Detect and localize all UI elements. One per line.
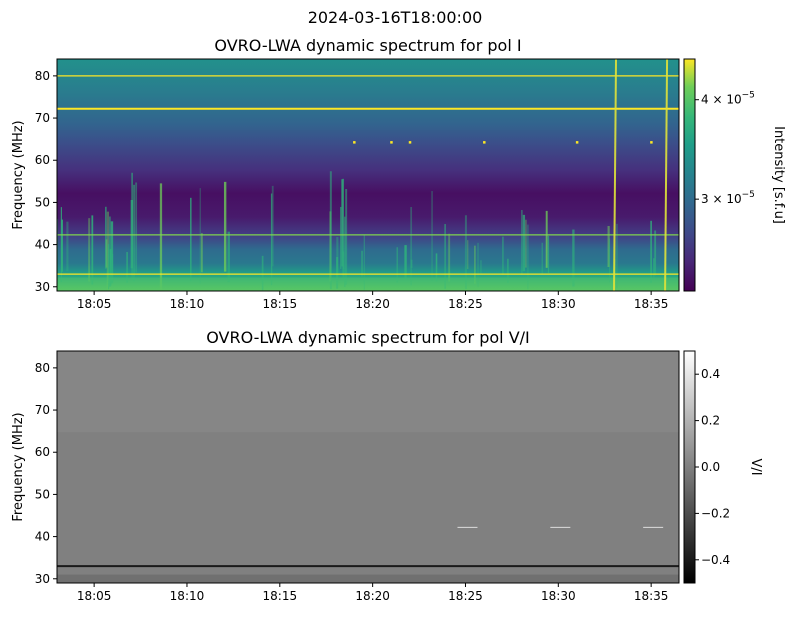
colorbar-tick-label: 0.0 — [701, 460, 720, 474]
x-tick-label: 18:25 — [448, 589, 483, 603]
vertical-burst — [664, 59, 669, 291]
x-tick-label: 18:15 — [263, 297, 298, 311]
upper-band-shade — [57, 351, 679, 433]
y-tick-label: 50 — [35, 195, 50, 209]
x-tick-label: 18:15 — [263, 589, 298, 603]
y-axis-label-vi: Frequency (MHz) — [11, 412, 26, 521]
colorbar-label-vi: V/I — [748, 458, 763, 475]
x-tick-label: 18:30 — [541, 297, 576, 311]
rfi-dot — [390, 141, 393, 144]
y-tick-label: 60 — [35, 445, 50, 459]
x-tick-label: 18:35 — [634, 589, 669, 603]
vertical-burst — [613, 59, 618, 291]
axes-vi: 18:05 18:10 18:15 18:20 18:25 18:30 18:35 30 40 5… — [35, 361, 669, 603]
colorbar-tick-label: 0.2 — [701, 414, 720, 428]
figure-suptitle: 2024-03-16T18:00:00 — [308, 8, 483, 27]
rfi-dot — [483, 141, 486, 144]
colorbar-label-i: Intensity [s.f.u] — [771, 126, 786, 224]
panel-title-pol-vi: OVRO-LWA dynamic spectrum for pol V/I — [206, 328, 530, 347]
dynamic-spectrum-vi — [57, 351, 679, 583]
panel-title-pol-i: OVRO-LWA dynamic spectrum for pol I — [214, 36, 521, 55]
colorbar-i — [683, 58, 696, 292]
axes-i: 18:05 18:10 18:15 18:20 18:25 18:30 18:35 30 40 5… — [35, 69, 669, 311]
colorbar-ticks-vi: 0.4 0.2 0.0 −0.2 −0.4 — [695, 367, 730, 567]
rfi-dot — [353, 141, 356, 144]
y-tick-label: 40 — [35, 530, 50, 544]
low-band-shade — [57, 574, 679, 583]
y-tick-label: 30 — [35, 280, 50, 294]
x-tick-label: 18:10 — [170, 297, 205, 311]
panel-pol-vi: OVRO-LWA dynamic spectrum for pol V/I 18… — [11, 328, 763, 603]
x-tick-label: 18:35 — [634, 297, 669, 311]
colorbar-tick-label: 3 × 10−5 — [701, 190, 755, 206]
spectrum-background — [57, 59, 679, 291]
y-tick-label: 40 — [35, 238, 50, 252]
x-tick-label: 18:20 — [355, 589, 390, 603]
y-tick-label: 60 — [35, 153, 50, 167]
low-band-enhancement — [57, 277, 679, 291]
x-tick-label: 18:10 — [170, 589, 205, 603]
y-tick-label: 50 — [35, 487, 50, 501]
dynamic-spectrum-i — [57, 59, 679, 291]
colorbar-tick-label: −0.2 — [701, 506, 730, 520]
x-tick-label: 18:05 — [77, 297, 112, 311]
y-tick-label: 70 — [35, 111, 50, 125]
y-axis-label-i: Frequency (MHz) — [11, 120, 26, 229]
colorbar-tick-label: 4 × 10−5 — [701, 91, 755, 107]
rfi-dot — [575, 141, 579, 144]
rfi-dot — [650, 141, 653, 144]
y-tick-label: 70 — [35, 403, 50, 417]
x-tick-label: 18:05 — [77, 589, 112, 603]
colorbar-tick-label: 0.4 — [701, 367, 720, 381]
y-tick-label: 30 — [35, 572, 50, 586]
y-tick-label: 80 — [35, 361, 50, 375]
x-tick-label: 18:30 — [541, 589, 576, 603]
x-tick-label: 18:25 — [448, 297, 483, 311]
y-tick-label: 80 — [35, 69, 50, 83]
colorbar-ticks-i: 4 × 10−5 3 × 10−5 — [695, 91, 755, 206]
colorbar-tick-label: −0.4 — [701, 553, 730, 567]
colorbar-vi — [683, 350, 696, 584]
plot-frame-vi — [56, 350, 680, 584]
panel-pol-i: OVRO-LWA dynamic spectrum for pol I 18:0… — [11, 36, 786, 311]
x-tick-label: 18:20 — [355, 297, 390, 311]
rfi-dot — [408, 141, 412, 144]
plot-frame-i — [56, 58, 680, 292]
